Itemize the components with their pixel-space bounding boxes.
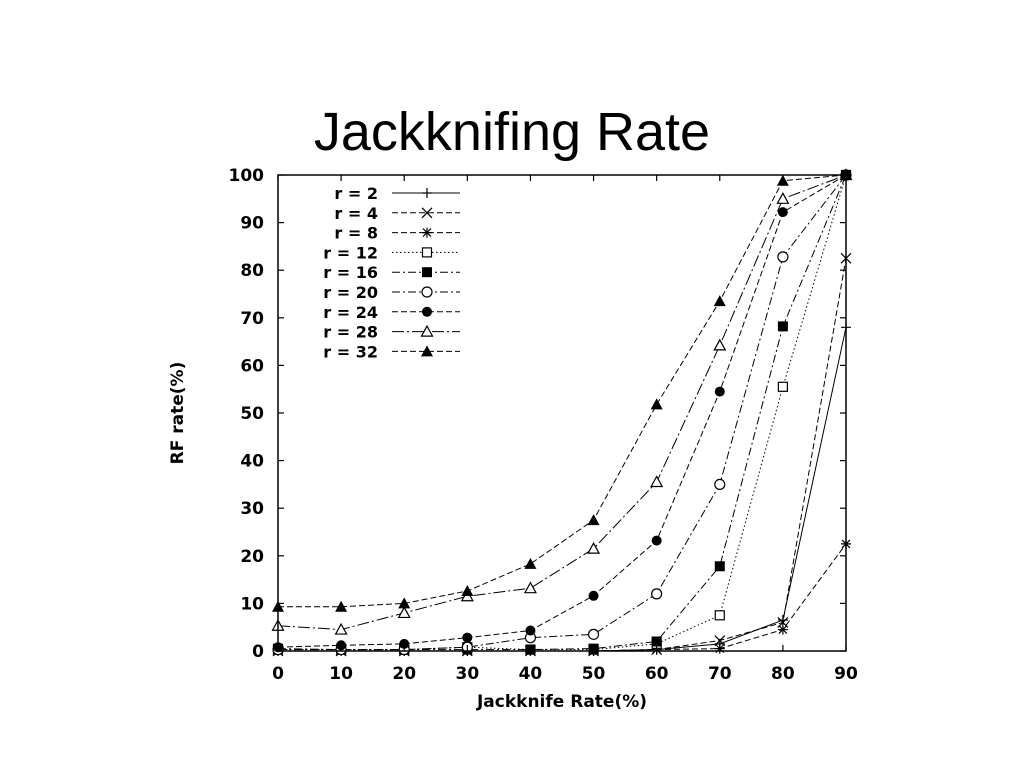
data-point-r-28 (713, 338, 727, 351)
legend-entry-r-32: r = 32 (323, 342, 460, 361)
data-point-r-28 (523, 581, 537, 594)
legend-marker (421, 286, 433, 298)
legend-marker (422, 188, 432, 198)
data-point-r-16 (651, 636, 662, 647)
data-point-r-20 (777, 251, 789, 263)
data-point-r-24 (399, 638, 410, 649)
legend-marker (420, 324, 434, 337)
data-point-r-4 (714, 635, 726, 646)
y-tick-label: 80 (240, 261, 264, 281)
legend-label: r = 8 (334, 224, 378, 243)
legend-marker (422, 267, 432, 278)
legend-label: r = 4 (334, 204, 378, 223)
data-point-r-20 (714, 478, 726, 490)
x-axis: 0 10 20 30 40 50 60 70 80 90 (272, 175, 858, 684)
y-axis-label: RF rate(%) (168, 362, 188, 465)
data-point-r-24 (588, 590, 599, 601)
legend-entry-r-28: r = 28 (323, 323, 460, 342)
x-tick-label: 0 (272, 664, 284, 684)
data-point-r-12 (714, 610, 725, 621)
data-point-r-28 (587, 541, 601, 554)
series-line-r-24 (277, 174, 847, 648)
y-axis: 0 10 20 30 40 50 60 70 80 90 100 (229, 166, 846, 662)
legend-entry-r-2: r = 2 (334, 184, 460, 203)
y-tick-label: 10 (240, 594, 264, 614)
y-tick-label: 20 (240, 547, 264, 567)
legend-label: r = 12 (323, 243, 378, 262)
data-point-r-2 (777, 615, 788, 626)
series-markers (271, 168, 853, 657)
legend-entry-r-8: r = 8 (334, 224, 460, 243)
legend-marker (421, 247, 433, 258)
y-tick-label: 30 (240, 499, 264, 519)
legend-label: r = 16 (323, 263, 378, 282)
x-tick-label: 60 (645, 664, 669, 684)
y-tick-label: 60 (240, 356, 264, 376)
data-point-r-32 (713, 295, 726, 307)
data-point-r-24 (714, 386, 725, 397)
x-tick-label: 20 (392, 664, 416, 684)
data-point-r-24 (525, 625, 536, 636)
x-axis-label: Jackknife Rate(%) (476, 692, 647, 712)
legend-marker (421, 345, 433, 357)
data-point-r-32 (650, 398, 663, 410)
data-point-r-28 (334, 622, 348, 635)
legend-entry-r-20: r = 20 (323, 283, 460, 302)
data-point-r-8 (777, 624, 788, 635)
data-point-r-32 (335, 600, 348, 612)
series-line-r-32 (278, 174, 847, 608)
legend: r = 2r = 4r = 8r = 12r = 16r = 20r = 24r… (323, 184, 460, 361)
x-tick-label: 80 (771, 664, 795, 684)
data-point-r-28 (776, 192, 790, 204)
data-point-r-32 (461, 585, 474, 597)
legend-marker (421, 207, 433, 219)
x-tick-label: 50 (582, 664, 606, 684)
legend-label: r = 20 (323, 283, 378, 302)
y-tick-label: 40 (240, 452, 264, 472)
data-point-r-12 (777, 381, 788, 392)
series-line-r-28 (277, 174, 847, 631)
y-tick-label: 100 (229, 166, 265, 186)
legend-entry-r-12: r = 12 (323, 243, 460, 262)
x-tick-label: 10 (329, 664, 353, 684)
y-tick-label: 50 (240, 404, 264, 424)
series-line-r-16 (277, 174, 847, 651)
data-point-r-32 (524, 557, 537, 569)
x-tick-label: 70 (708, 664, 732, 684)
legend-entry-r-4: r = 4 (334, 204, 460, 223)
data-point-r-24 (777, 207, 788, 218)
x-tick-label: 30 (455, 664, 479, 684)
data-point-r-20 (587, 628, 600, 640)
series-line-r-8 (278, 543, 847, 652)
data-point-r-28 (650, 475, 664, 488)
slide-title: Jackknifing Rate (313, 102, 711, 162)
data-point-r-16 (777, 321, 788, 332)
y-tick-label: 90 (240, 214, 264, 234)
legend-marker (422, 306, 432, 317)
legend-entry-r-24: r = 24 (323, 303, 460, 322)
x-tick-label: 90 (834, 664, 858, 684)
legend-label: r = 2 (334, 184, 378, 203)
y-tick-label: 0 (252, 642, 264, 662)
legend-label: r = 32 (323, 342, 378, 361)
legend-marker (422, 227, 432, 238)
legend-label: r = 28 (323, 323, 378, 342)
data-point-r-32 (587, 514, 600, 526)
data-point-r-16 (714, 561, 725, 572)
series-line-r-20 (278, 174, 847, 651)
data-point-r-28 (397, 606, 411, 619)
series-line-r-2 (278, 327, 847, 652)
data-point-r-32 (398, 597, 411, 609)
legend-entry-r-16: r = 16 (323, 263, 460, 282)
legend-label: r = 24 (323, 303, 378, 322)
data-point-r-24 (462, 632, 473, 643)
x-tick-label: 40 (519, 664, 543, 684)
data-point-r-24 (651, 535, 662, 546)
data-point-r-20 (651, 588, 663, 600)
y-tick-label: 70 (240, 309, 264, 329)
